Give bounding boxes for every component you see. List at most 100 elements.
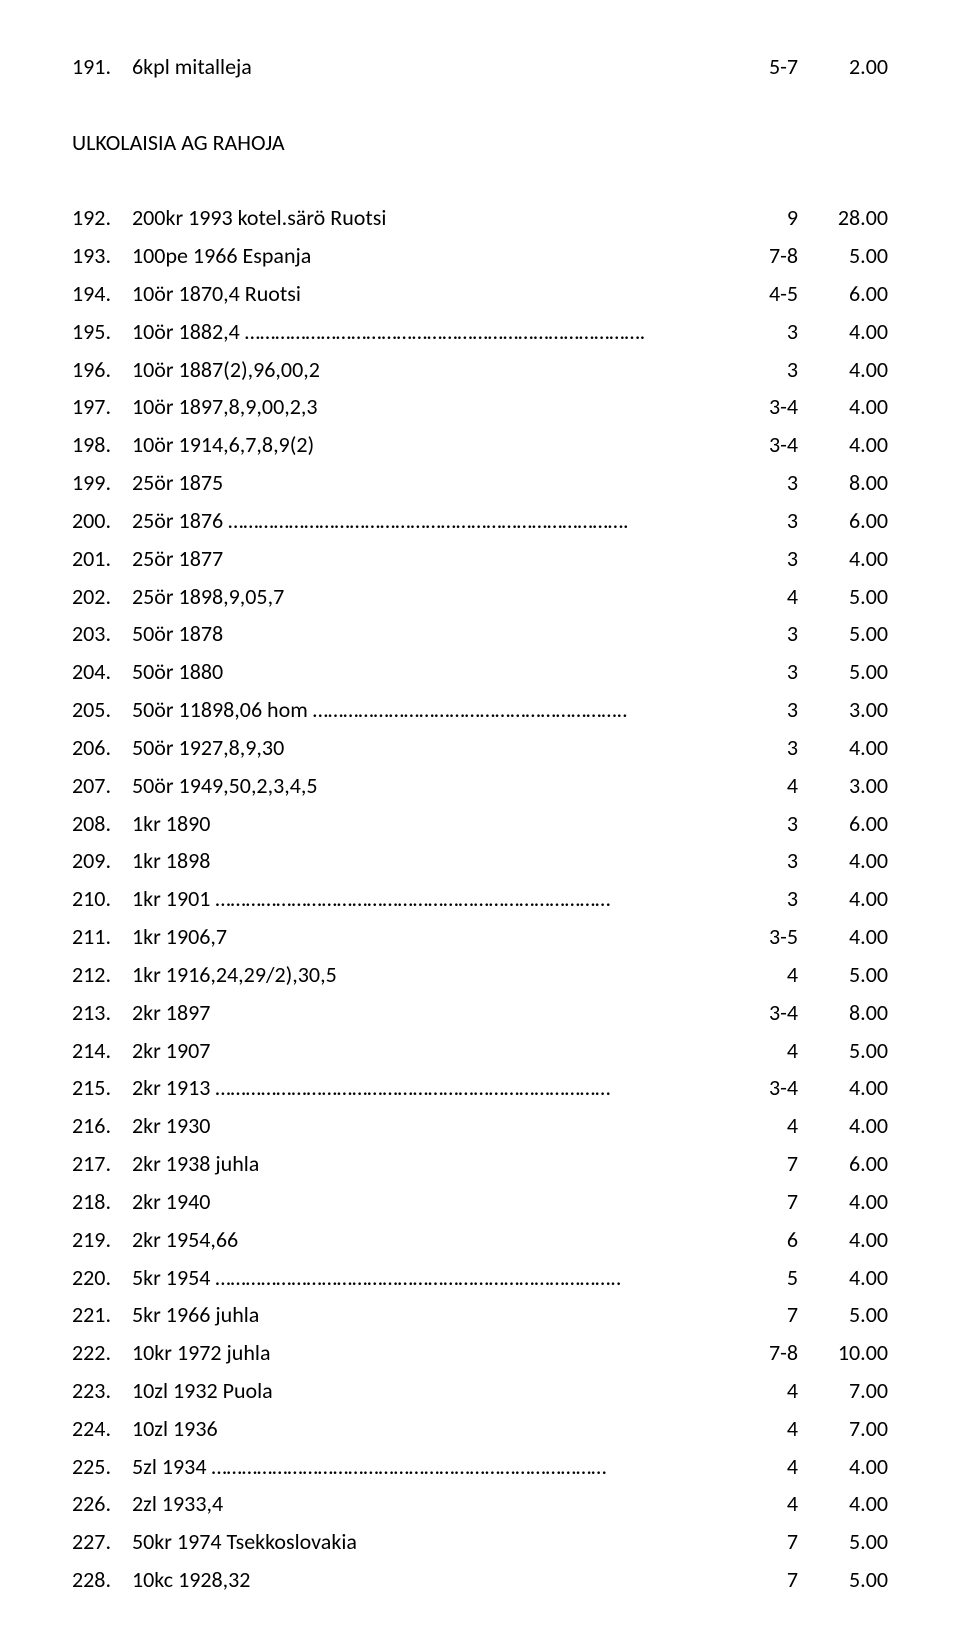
row-grade: 4 (708, 1032, 798, 1070)
row-num: 224. (72, 1410, 132, 1448)
row-num: 209. (72, 842, 132, 880)
table-row: 197.10ör 1897,8,9,00,2,33-44.00 (72, 388, 888, 426)
row-desc: 50kr 1974 Tsekkoslovakia (132, 1523, 708, 1561)
table-row: 212.1kr 1916,24,29/2),30,545.00 (72, 956, 888, 994)
row-price: 4.00 (798, 540, 888, 578)
row-desc: 50ör 1949,50,2,3,4,5 (132, 767, 708, 805)
section-title: ULKOLAISIA AG RAHOJA (72, 124, 888, 162)
row-grade: 7-8 (708, 237, 798, 275)
row-grade: 7-8 (708, 1334, 798, 1372)
row-desc: 10kc 1928,32 (132, 1561, 708, 1599)
row-num: 225. (72, 1448, 132, 1486)
table-row: 221.5kr 1966 juhla75.00 (72, 1296, 888, 1334)
row-num: 210. (72, 880, 132, 918)
row-price: 5.00 (798, 1523, 888, 1561)
row-price: 6.00 (798, 502, 888, 540)
row-grade: 3-4 (708, 1069, 798, 1107)
row-price: 28.00 (798, 199, 888, 237)
row-grade: 3 (708, 805, 798, 843)
row-price: 6.00 (798, 275, 888, 313)
row-num: 216. (72, 1107, 132, 1145)
table-row: 206.50ör 1927,8,9,3034.00 (72, 729, 888, 767)
row-grade: 7 (708, 1523, 798, 1561)
row-num: 223. (72, 1372, 132, 1410)
row-desc: 1kr 1901 …………………………………………………………………… (132, 880, 708, 918)
row-desc: 10ör 1887(2),96,00,2 (132, 351, 708, 389)
row-grade: 6 (708, 1221, 798, 1259)
row-price: 4.00 (798, 1107, 888, 1145)
row-price: 5.00 (798, 1032, 888, 1070)
row-num: 214. (72, 1032, 132, 1070)
row-desc: 50ör 11898,06 hom …………………………………………………….. (132, 691, 708, 729)
row-grade: 3 (708, 615, 798, 653)
table-row: 196.10ör 1887(2),96,00,234.00 (72, 351, 888, 389)
row-price: 7.00 (798, 1372, 888, 1410)
row-num: 206. (72, 729, 132, 767)
table-row: 222.10kr 1972 juhla7-810.00 (72, 1334, 888, 1372)
row-desc: 10ör 1882,4 ……………………………………………………………………. (132, 313, 708, 351)
row-num: 196. (72, 351, 132, 389)
row-price: 5.00 (798, 237, 888, 275)
row-grade: 7 (708, 1145, 798, 1183)
row-num: 221. (72, 1296, 132, 1334)
row-desc: 5zl 1934 …………………………………………………………………… (132, 1448, 708, 1486)
row-price: 5.00 (798, 1296, 888, 1334)
row-num: 202. (72, 578, 132, 616)
row-grade: 3 (708, 691, 798, 729)
table-row: 205.50ör 11898,06 hom ………………………………………………… (72, 691, 888, 729)
row-num: 213. (72, 994, 132, 1032)
table-row: 213.2kr 18973-48.00 (72, 994, 888, 1032)
row-desc: 5kr 1966 juhla (132, 1296, 708, 1334)
row-grade: 5-7 (708, 48, 798, 86)
row-num: 228. (72, 1561, 132, 1599)
row-num: 199. (72, 464, 132, 502)
row-num: 220. (72, 1259, 132, 1297)
row-num: 212. (72, 956, 132, 994)
row-grade: 4-5 (708, 275, 798, 313)
row-price: 4.00 (798, 313, 888, 351)
row-desc: 50ör 1880 (132, 653, 708, 691)
row-desc: 2kr 1897 (132, 994, 708, 1032)
row-grade: 3 (708, 540, 798, 578)
row-desc: 200kr 1993 kotel.särö Ruotsi (132, 199, 708, 237)
row-num: 200. (72, 502, 132, 540)
row-desc: 2zl 1933,4 (132, 1485, 708, 1523)
row-grade: 4 (708, 578, 798, 616)
row-price: 8.00 (798, 994, 888, 1032)
row-desc: 25ör 1875 (132, 464, 708, 502)
row-num: 217. (72, 1145, 132, 1183)
row-grade: 4 (708, 767, 798, 805)
table-row: 223.10zl 1932 Puola47.00 (72, 1372, 888, 1410)
table-row: 217.2kr 1938 juhla76.00 (72, 1145, 888, 1183)
row-num: 198. (72, 426, 132, 464)
row-grade: 3 (708, 351, 798, 389)
row-desc: 25ör 1877 (132, 540, 708, 578)
table-row: 202.25ör 1898,9,05,745.00 (72, 578, 888, 616)
row-grade: 4 (708, 1448, 798, 1486)
row-grade: 3 (708, 729, 798, 767)
table-row: 201.25ör 187734.00 (72, 540, 888, 578)
row-grade: 3 (708, 880, 798, 918)
row-num: 204. (72, 653, 132, 691)
table-row: 226.2zl 1933,444.00 (72, 1485, 888, 1523)
row-desc: 2kr 1940 (132, 1183, 708, 1221)
row-price: 5.00 (798, 956, 888, 994)
row-price: 8.00 (798, 464, 888, 502)
row-desc: 6kpl mitalleja (132, 48, 708, 86)
table-row: 192.200kr 1993 kotel.särö Ruotsi928.00 (72, 199, 888, 237)
row-grade: 3 (708, 464, 798, 502)
row-price: 6.00 (798, 805, 888, 843)
row-num: 195. (72, 313, 132, 351)
row-desc: 5kr 1954 …………………………………………………………………….. (132, 1259, 708, 1297)
table-row: 193.100pe 1966 Espanja7-85.00 (72, 237, 888, 275)
row-num: 203. (72, 615, 132, 653)
row-desc: 1kr 1916,24,29/2),30,5 (132, 956, 708, 994)
table-row: 203.50ör 187835.00 (72, 615, 888, 653)
row-grade: 7 (708, 1561, 798, 1599)
row-desc: 10kr 1972 juhla (132, 1334, 708, 1372)
row-num: 207. (72, 767, 132, 805)
rows-container: 192.200kr 1993 kotel.särö Ruotsi928.0019… (72, 199, 888, 1599)
row-desc: 25ör 1876 ……………………………………………………………………. (132, 502, 708, 540)
row-price: 4.00 (798, 880, 888, 918)
row-price: 4.00 (798, 388, 888, 426)
